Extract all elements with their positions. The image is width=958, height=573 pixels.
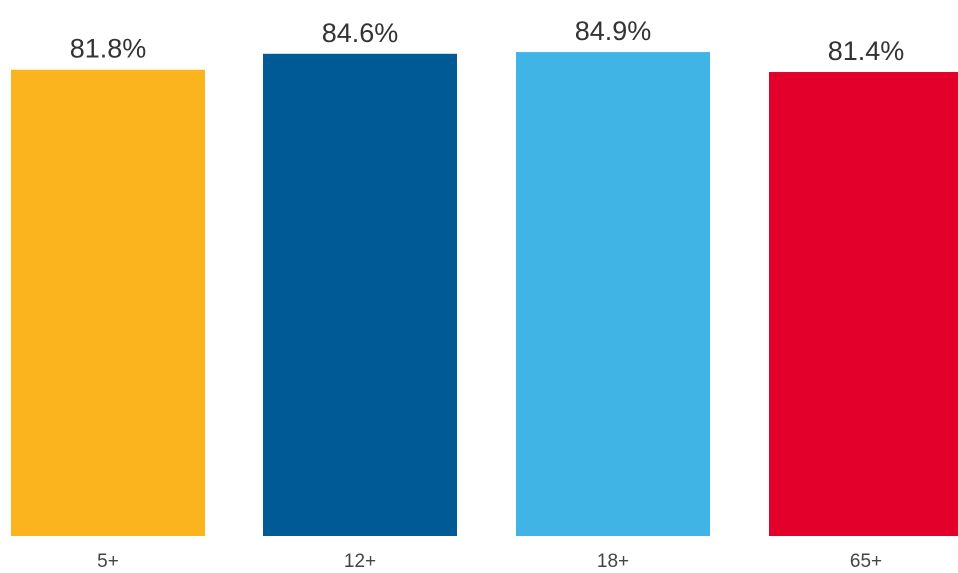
data-label-18plus: 84.9% bbox=[575, 16, 652, 46]
x-tick-label-18plus: 18+ bbox=[597, 551, 629, 572]
x-axis-tick-labels: 5+ 12+ 18+ 65+ bbox=[97, 551, 882, 572]
data-label-5plus: 81.8% bbox=[70, 34, 147, 64]
data-labels: 81.8% 84.6% 84.9% 81.4% bbox=[70, 16, 905, 66]
data-label-65plus: 81.4% bbox=[828, 36, 905, 66]
bar-18plus bbox=[516, 52, 710, 536]
bars bbox=[11, 52, 958, 537]
x-tick-label-5plus: 5+ bbox=[97, 551, 119, 572]
bar-65plus bbox=[769, 72, 958, 537]
bar-5plus bbox=[11, 69, 205, 537]
bar-12plus bbox=[263, 53, 457, 536]
data-label-12plus: 84.6% bbox=[322, 18, 399, 48]
x-tick-label-65plus: 65+ bbox=[850, 551, 882, 572]
x-tick-label-12plus: 12+ bbox=[344, 551, 376, 572]
